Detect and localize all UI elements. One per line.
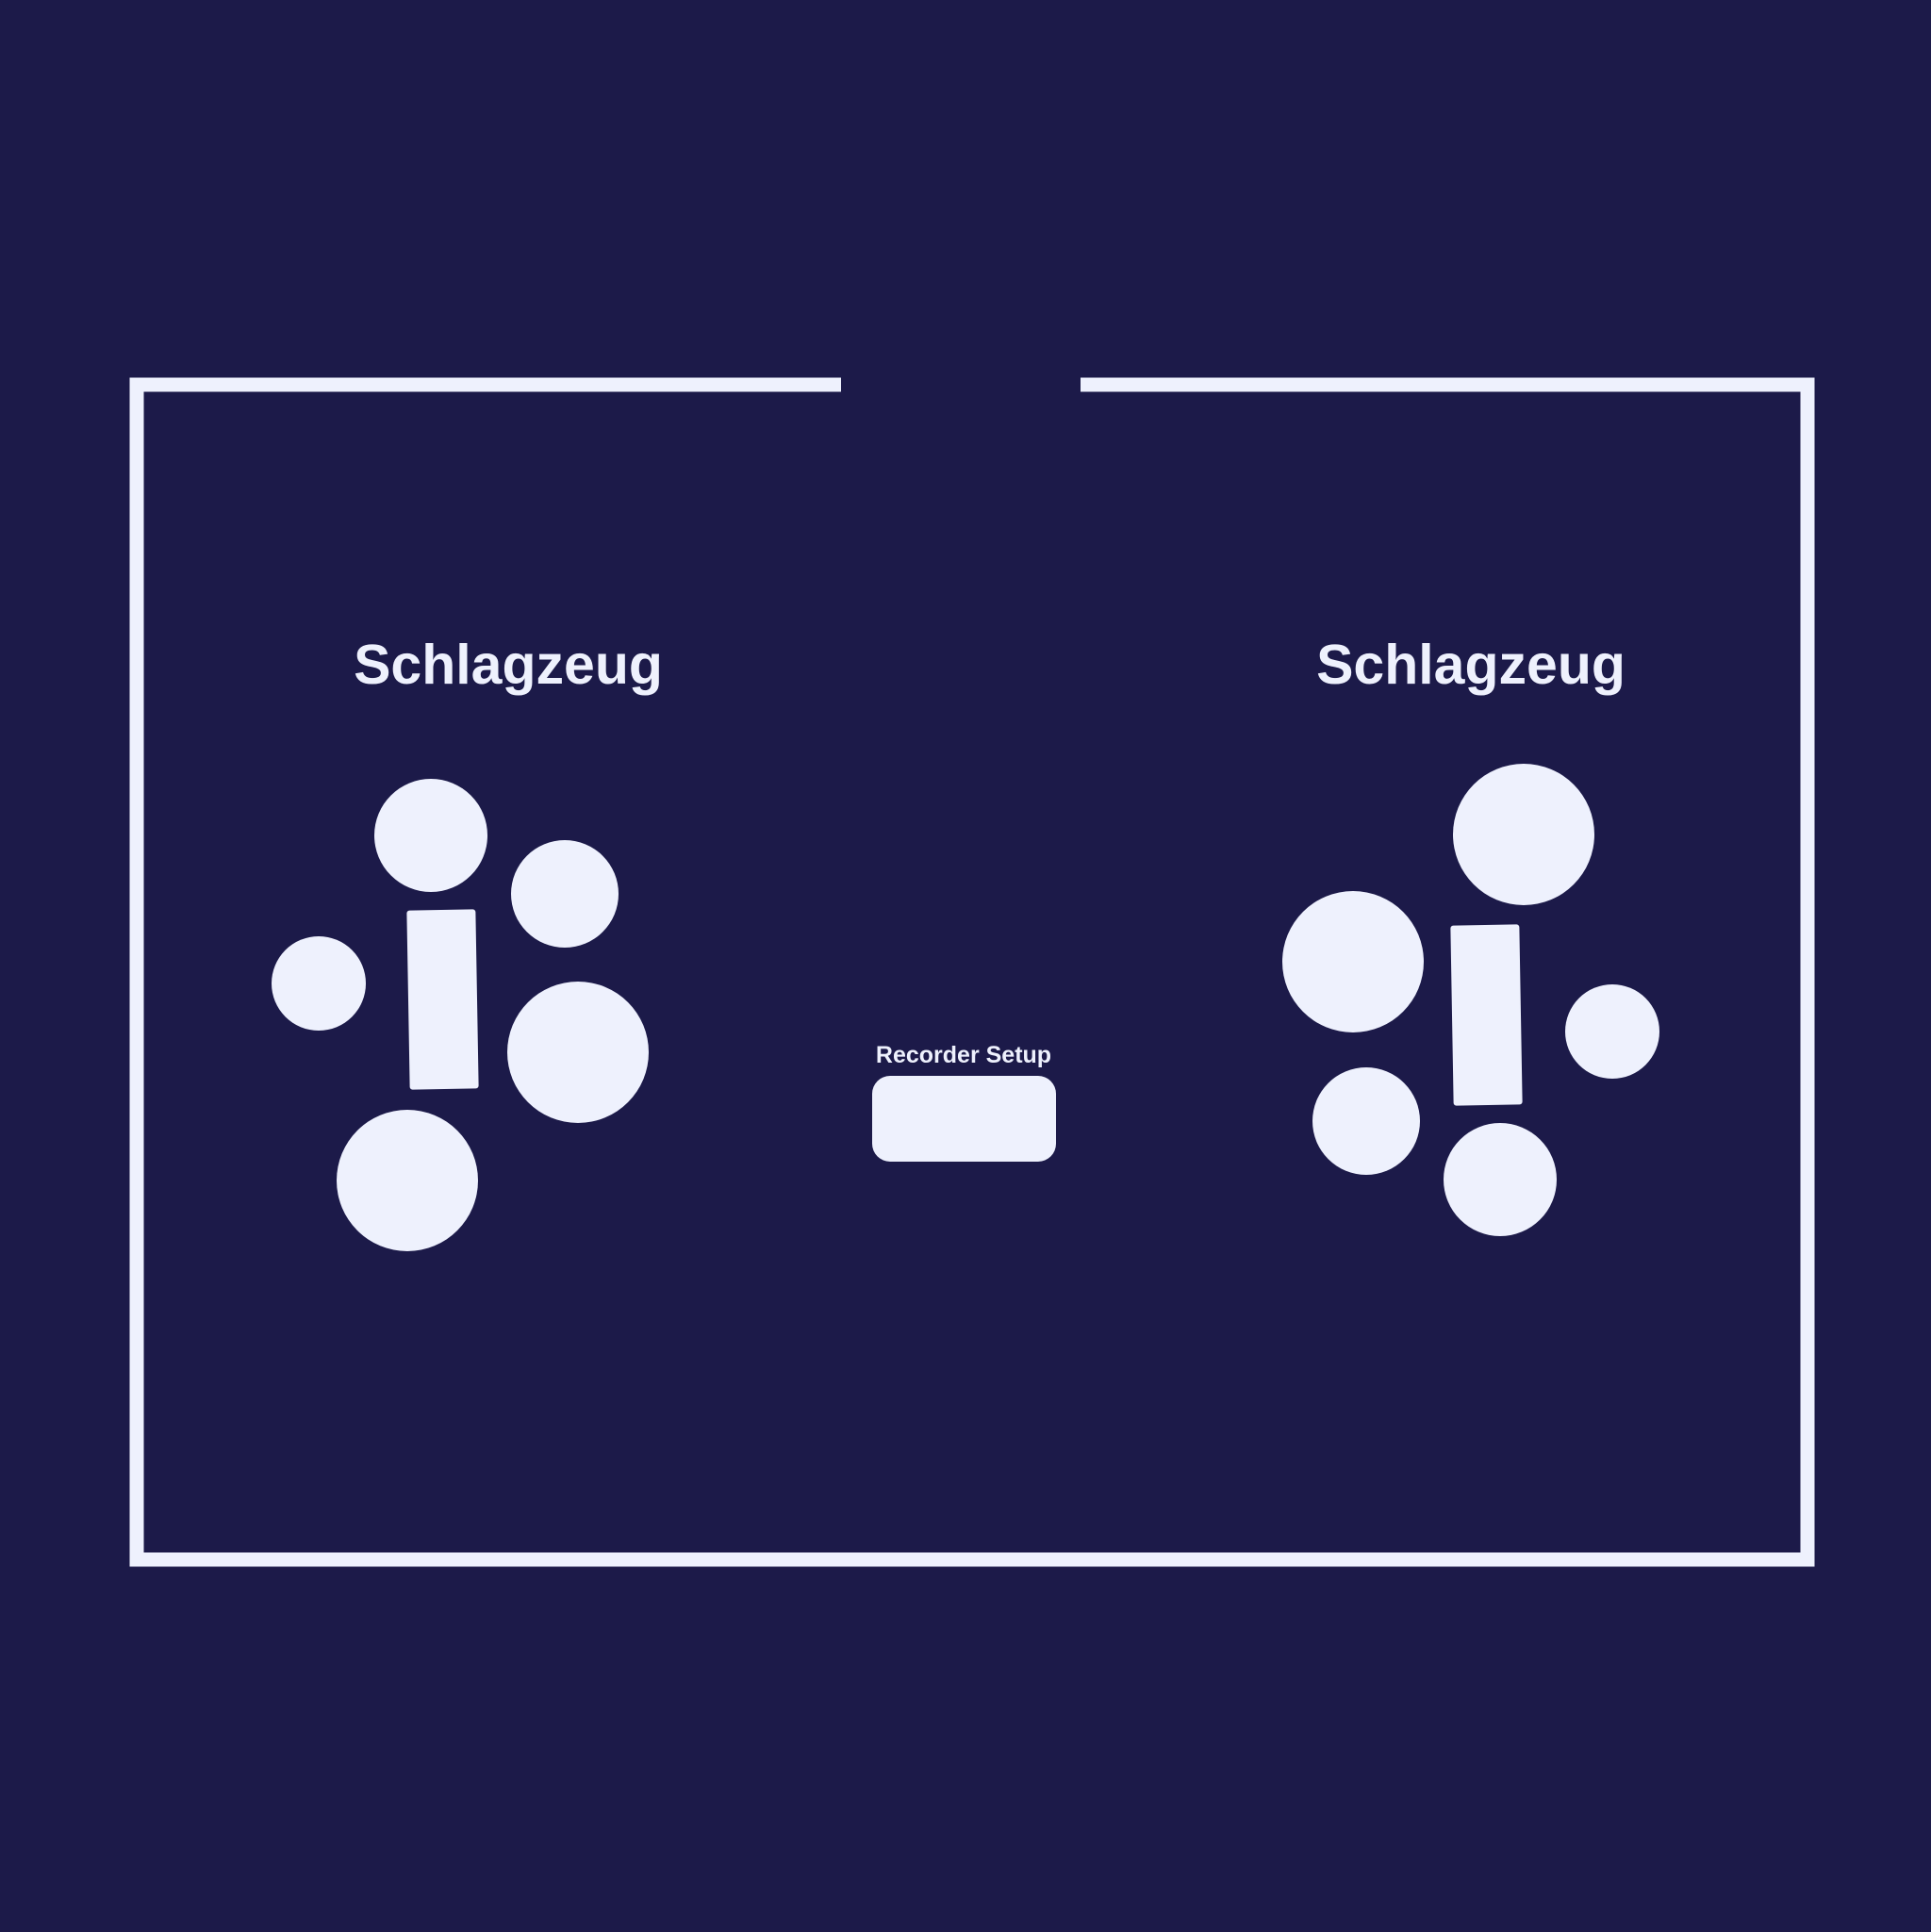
- drum-pad[interactable]: [1312, 1067, 1420, 1175]
- door-opening: [841, 375, 1081, 392]
- drum-stool[interactable]: [406, 909, 479, 1090]
- drum-stool[interactable]: [1450, 924, 1523, 1106]
- drum-pad[interactable]: [1282, 891, 1424, 1032]
- recorder-setup: Recorder Setup: [872, 1042, 1056, 1162]
- drum-pad[interactable]: [272, 936, 366, 1031]
- drum-pad[interactable]: [1565, 984, 1659, 1079]
- drum-pad[interactable]: [511, 840, 619, 948]
- recorder-setup-label: Recorder Setup: [876, 1042, 1051, 1068]
- drum-pad[interactable]: [507, 982, 649, 1123]
- drum-kit-right: Schlagzeug: [1282, 634, 1659, 1236]
- drum-kit-left-label: Schlagzeug: [354, 634, 663, 696]
- drum-pad[interactable]: [1444, 1123, 1557, 1236]
- drum-kit-left: Schlagzeug: [272, 634, 663, 1251]
- drum-kit-right-label: Schlagzeug: [1316, 634, 1626, 696]
- room: [129, 375, 1815, 1567]
- recorder-device[interactable]: [872, 1076, 1056, 1162]
- drum-pad[interactable]: [1453, 764, 1594, 905]
- drum-pad[interactable]: [374, 779, 487, 892]
- drum-pad[interactable]: [337, 1110, 478, 1251]
